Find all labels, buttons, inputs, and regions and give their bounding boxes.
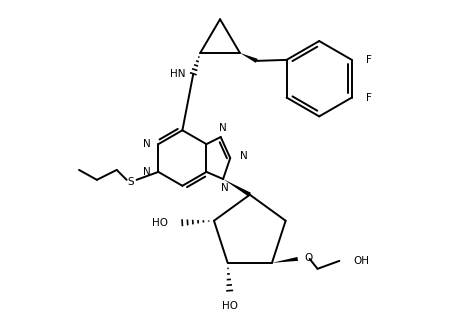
Text: N: N: [142, 167, 150, 177]
Text: N: N: [221, 183, 228, 193]
Text: HO: HO: [152, 218, 168, 228]
Polygon shape: [271, 257, 298, 263]
Text: N: N: [218, 123, 226, 133]
Text: S: S: [127, 177, 134, 187]
Text: N: N: [240, 151, 248, 161]
Text: N: N: [142, 139, 150, 149]
Text: F: F: [365, 55, 371, 65]
Text: F: F: [365, 92, 371, 102]
Polygon shape: [222, 179, 250, 197]
Text: HN: HN: [170, 69, 185, 79]
Text: O: O: [304, 253, 312, 263]
Polygon shape: [239, 53, 257, 63]
Text: OH: OH: [353, 256, 369, 266]
Text: HO: HO: [221, 300, 237, 310]
